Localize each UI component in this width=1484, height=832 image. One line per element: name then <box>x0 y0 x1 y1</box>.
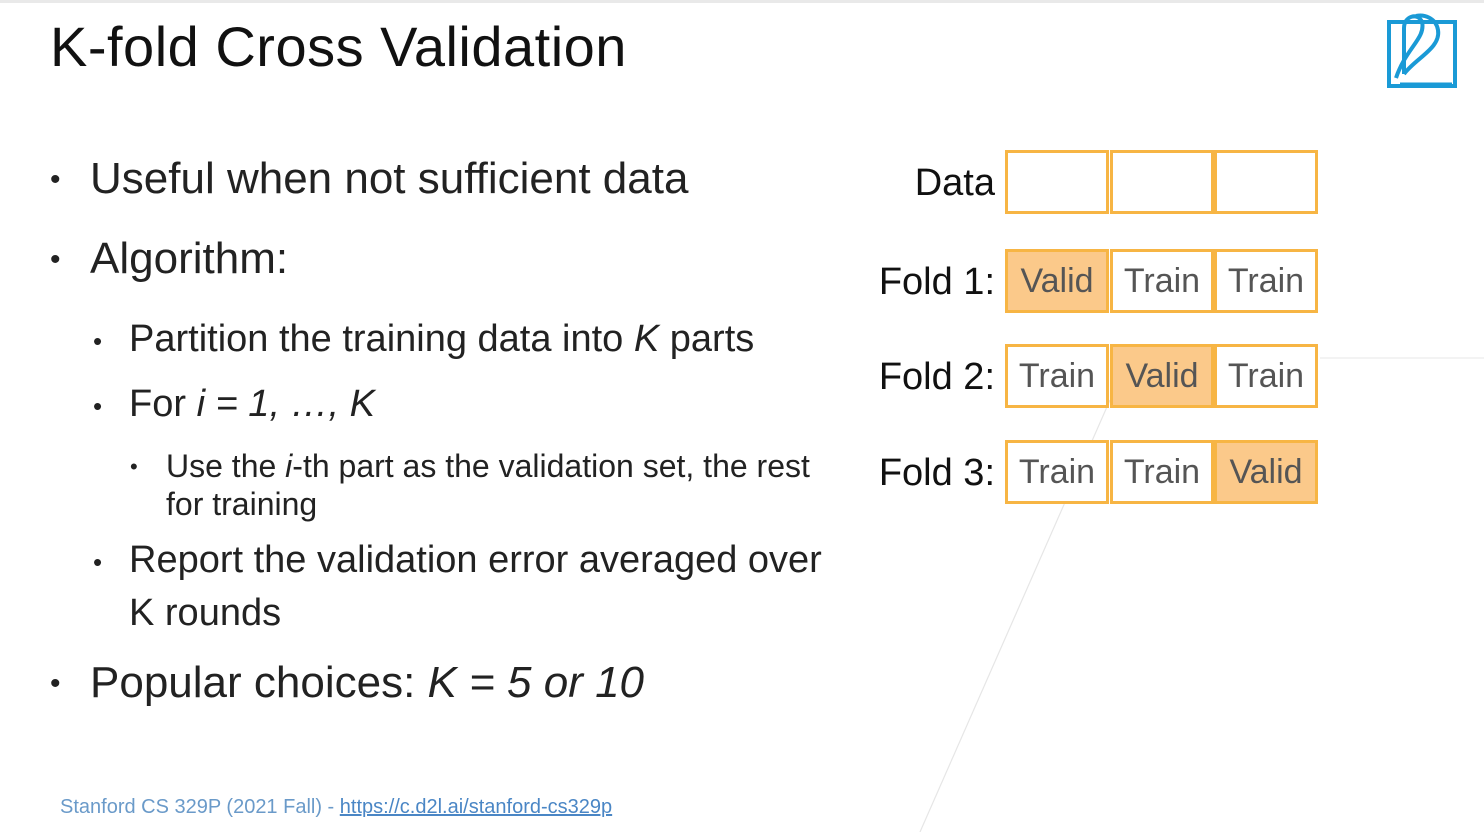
row-label-fold-1: Fold 1: <box>878 261 995 303</box>
train-cell: Train <box>1214 344 1318 408</box>
k-symbol: K <box>633 318 660 360</box>
top-divider <box>0 0 1484 3</box>
sub-sub-bullet-use-part: • Use the i-th part as the validation se… <box>130 448 810 485</box>
bullet-text: Popular choices: <box>90 658 428 707</box>
loop-expression: i = 1, …, K <box>196 383 376 425</box>
row-label-fold-3: Fold 3: <box>878 452 995 494</box>
sub-bullet-for-loop: • For i = 1, …, K <box>93 383 376 426</box>
sub-sub-bullet-line2: for training <box>166 486 317 523</box>
sub-bullet-report: • Report the validation error averaged o… <box>93 539 822 582</box>
bullet-dot: • <box>130 454 138 479</box>
sub-bullet-report-line2: K rounds <box>129 592 281 635</box>
train-cell: Train <box>1110 440 1214 504</box>
data-cell <box>1110 150 1214 214</box>
bullet-dot: • <box>50 667 61 700</box>
bullet-text: Use the <box>166 448 286 484</box>
bullet-text: parts <box>659 318 755 360</box>
data-cell <box>1214 150 1318 214</box>
footer-link[interactable]: https://c.d2l.ai/stanford-cs329p <box>339 796 613 818</box>
row-label-fold-2: Fold 2: <box>878 356 995 398</box>
d2l-book-logo-icon <box>1387 13 1457 88</box>
sub-bullet-partition: • Partition the training data into K par… <box>93 318 755 361</box>
train-cell: Train <box>1005 440 1109 504</box>
valid-cell: Valid <box>1214 440 1318 504</box>
bullet-dot: • <box>50 243 61 276</box>
valid-cell: Valid <box>1110 344 1214 408</box>
bullet-useful: • Useful when not sufficient data <box>50 154 689 204</box>
bullet-text: Useful when not sufficient data <box>90 154 689 203</box>
bullet-dot: • <box>93 391 103 421</box>
bullet-dot: • <box>93 326 103 356</box>
bullet-text: K rounds <box>129 592 282 634</box>
i-symbol: i <box>285 448 293 484</box>
train-cell: Train <box>1110 249 1214 313</box>
bullet-text: for training <box>166 486 318 522</box>
train-cell: Train <box>1214 249 1318 313</box>
bullet-text: -th part as the validation set, the rest <box>292 448 810 484</box>
valid-cell: Valid <box>1005 249 1109 313</box>
bullet-text: For <box>129 383 197 425</box>
footer: Stanford CS 329P (2021 Fall) - https://c… <box>60 796 612 819</box>
k-choices: K = 5 or 10 <box>427 658 645 707</box>
bullet-text: Partition the training data into <box>129 318 634 360</box>
row-label-data: Data <box>914 162 995 204</box>
bullet-text: Report the validation error averaged ove… <box>129 539 822 581</box>
train-cell: Train <box>1005 344 1109 408</box>
bullet-popular: • Popular choices: K = 5 or 10 <box>50 658 645 708</box>
data-cell <box>1005 150 1109 214</box>
bullet-algorithm: • Algorithm: <box>50 234 289 284</box>
bullet-text: Algorithm: <box>90 234 289 283</box>
bullet-dot: • <box>93 547 103 577</box>
footer-text: Stanford CS 329P (2021 Fall) - <box>60 796 340 818</box>
bullet-dot: • <box>50 163 61 196</box>
slide-title: K-fold Cross Validation <box>50 15 627 78</box>
